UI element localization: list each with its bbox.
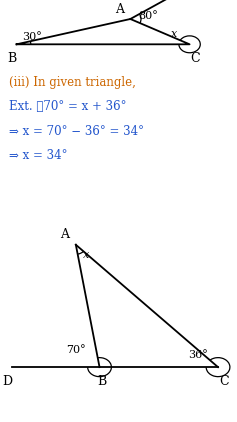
Text: C: C (191, 52, 200, 65)
Text: B: B (97, 375, 107, 388)
Text: 80°: 80° (138, 11, 158, 21)
Text: ⇒ x = 34°: ⇒ x = 34° (9, 149, 68, 162)
Text: 30°: 30° (22, 32, 42, 42)
Text: D: D (2, 375, 12, 388)
Text: C: C (219, 375, 229, 388)
Text: 36°: 36° (188, 349, 208, 360)
Text: A: A (115, 3, 124, 16)
Text: B: B (7, 52, 17, 65)
Text: Ext. ≰70° = x + 36°: Ext. ≰70° = x + 36° (9, 100, 127, 114)
Text: 70°: 70° (66, 345, 86, 355)
Text: x: x (83, 250, 90, 260)
Text: A: A (60, 228, 69, 241)
Text: ⇒ x = 70° − 36° = 34°: ⇒ x = 70° − 36° = 34° (9, 125, 145, 138)
Text: (iii) In given triangle,: (iii) In given triangle, (9, 76, 136, 89)
Text: x: x (171, 29, 177, 39)
